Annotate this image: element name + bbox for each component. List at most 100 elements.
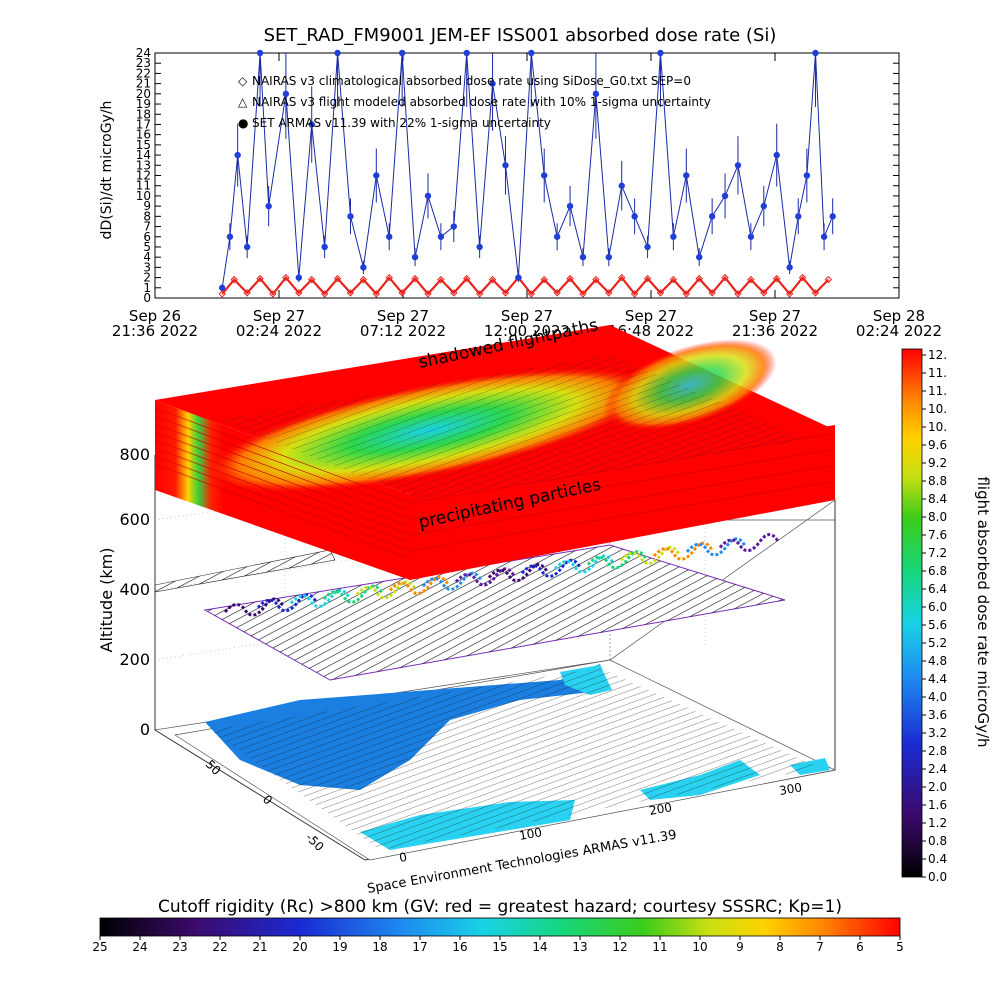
rigidity-colorbar-tick-label: 16	[452, 940, 467, 954]
data-point-armas	[424, 192, 432, 200]
dose-colorbar	[901, 348, 923, 878]
rigidity-colorbar-tick-label: 9	[736, 940, 744, 954]
data-point-nairas	[501, 289, 510, 297]
orbit-trace	[487, 563, 549, 583]
orbit-trace	[322, 584, 384, 604]
data-point-nairas	[618, 273, 626, 282]
dose-colorbar-tick-label: 5.6	[928, 618, 947, 632]
legend-marker: △	[238, 95, 248, 109]
data-point-armas	[226, 233, 234, 240]
rigidity-colorbar-tick-label: 24	[132, 940, 147, 954]
x-tick-label-date: Sep 27	[749, 307, 801, 325]
dose-colorbar-tick-label: 10.	[928, 402, 947, 416]
dose-colorbar-tick-label: 6.0	[928, 600, 947, 614]
lon-tick-label: 300	[778, 780, 803, 798]
y-tick-label: 10	[136, 189, 151, 203]
data-point-nairas	[669, 275, 678, 284]
slab-stack-lines	[154, 407, 836, 560]
rigidity-colorbar-tick-label: 25	[92, 940, 107, 954]
data-point-nairas	[475, 290, 484, 298]
rigidity-colorbar-tick-label: 18	[372, 940, 387, 954]
data-point-nairas	[734, 290, 742, 298]
data-point-armas	[234, 151, 241, 159]
legend-label: NAIRAS v3 climatological absorbed dose r…	[252, 74, 691, 88]
data-point-nairas	[656, 289, 665, 297]
slab-top-tracks	[220, 355, 810, 500]
x-tick-label-date: Sep 27	[501, 307, 553, 325]
y-tick-label: 12	[136, 169, 151, 183]
rigidity-colorbar-tick-label: 5	[896, 940, 904, 954]
data-point-armas	[618, 182, 625, 189]
orbit-trace	[388, 576, 450, 596]
data-point-nairas	[243, 289, 251, 297]
data-point-armas	[515, 274, 522, 281]
orbit-trace	[454, 567, 516, 587]
dose-colorbar-tick-label: 7.2	[928, 546, 947, 560]
rigidity-colorbar-tick-label: 21	[252, 940, 267, 954]
y-tick-label: 5	[143, 240, 151, 254]
data-point-armas	[644, 243, 651, 251]
z-tick-label: 600	[119, 510, 150, 529]
data-point-armas	[657, 49, 664, 57]
data-point-armas	[579, 253, 587, 261]
lat-tick-label: 0	[260, 792, 275, 807]
dose-colorbar-tick-label: 6.4	[928, 582, 947, 596]
y-tick-label: 14	[136, 148, 151, 162]
data-point-nairas	[592, 275, 600, 284]
y-tick-label: 21	[136, 77, 151, 91]
dose-colorbar-tick-label: 9.6	[928, 438, 947, 452]
dose-colorbar-tick-label: 0.0	[928, 870, 947, 884]
data-point-armas	[760, 202, 768, 210]
series-line-armas	[221, 52, 834, 288]
data-point-armas	[592, 90, 600, 98]
orbit-trace	[718, 533, 780, 553]
rigidity-colorbar-ticks: 25 24 23 22 21 20 19 18 17 16 15 14 13 12 11 10 9 8 7 6 5	[92, 936, 904, 954]
data-point-armas	[683, 172, 690, 179]
data-point-armas	[696, 253, 703, 261]
dose-colorbar-tick-label: 2.4	[928, 762, 947, 776]
data-point-nairas	[785, 290, 794, 298]
y-tick-label: 4	[143, 250, 151, 264]
rigidity-colorbar-tick-label: 22	[212, 940, 227, 954]
rigidity-colorbar-tick-label: 19	[332, 940, 347, 954]
data-point-armas	[334, 49, 341, 57]
data-point-nairas	[721, 273, 729, 282]
x-tick-label-date: Sep 26	[129, 307, 181, 325]
orbit-trace	[553, 554, 615, 574]
dose-colorbar-tick-label: 0.8	[928, 834, 947, 848]
grid-line	[154, 589, 611, 661]
orbit-waves	[223, 533, 780, 617]
data-point-nairas	[424, 290, 432, 298]
ground-flight-tracks	[210, 668, 820, 850]
data-point-armas	[820, 233, 828, 240]
rigidity-colorbar-tick-label: 23	[172, 940, 187, 954]
data-point-armas	[373, 172, 380, 179]
data-point-armas	[631, 213, 638, 220]
lon-axis: 0 100 200 300	[398, 780, 803, 865]
dose-colorbar-tick-label: 3.6	[928, 708, 947, 722]
data-point-armas	[489, 80, 496, 87]
legend: ◇ NAIRAS v3 climatological absorbed dose …	[238, 74, 711, 130]
data-point-armas	[265, 202, 272, 210]
data-point-nairas	[760, 289, 768, 297]
data-point-armas	[721, 192, 729, 200]
rigidity-colorbar-tick-label: 15	[492, 940, 507, 954]
chart-title: SET_RAD_FM9001 JEM-EF ISS001 absorbed do…	[264, 25, 777, 46]
data-point-nairas	[566, 274, 574, 283]
z-tick-label: 400	[119, 580, 150, 599]
rigidity-colorbar-tick-label: 14	[532, 940, 547, 954]
legend-marker: ◇	[238, 74, 248, 88]
data-point-nairas	[643, 274, 652, 283]
orbit-trace	[586, 550, 648, 570]
dose-colorbar-label: flight absorbed dose rate microGy/h	[974, 476, 992, 747]
dose-colorbar-tick-label: 0.4	[928, 852, 947, 866]
data-point-nairas	[527, 290, 536, 298]
y-tick-label: 1	[143, 281, 151, 295]
data-point-nairas	[682, 290, 691, 298]
data-point-armas	[411, 253, 419, 261]
data-point-nairas	[605, 289, 613, 297]
data-point-armas	[437, 233, 445, 240]
